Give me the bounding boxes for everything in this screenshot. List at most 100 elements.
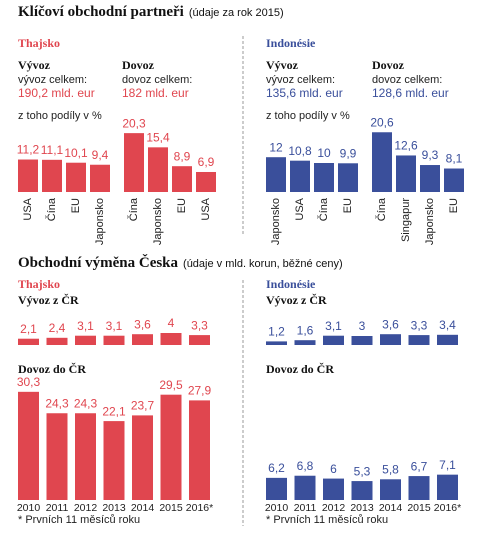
note: z toho podíly v % [18,110,102,122]
section-title: Obchodní výměna Česka [18,254,179,271]
value-label: 22,1 [102,404,126,418]
category-label: Japonsko [270,198,282,245]
bar [18,391,39,500]
value-label: 1,2 [268,325,285,339]
chart-title: Dovoz do ČR [266,362,334,376]
category-label: Čína [375,197,388,221]
category-label: 2015 [159,502,183,514]
bar [189,335,210,345]
value-label: 30,3 [17,375,41,389]
bar [172,166,192,192]
value-label: 3,4 [439,318,456,332]
total-label: vývoz celkem: [266,74,335,86]
value-label: 3,6 [134,317,151,331]
bar [380,479,401,500]
value-label: 6,7 [411,459,428,473]
bar [18,338,39,345]
section-heading: Klíčoví obchodní partneři (údaje za rok 2… [18,4,284,20]
total-label: dovoz celkem: [122,74,192,86]
bar [380,334,401,345]
total-value: 182 mld. eur [122,86,189,100]
value-label: 20,6 [370,115,394,129]
total-value: 190,2 mld. eur [18,86,95,100]
category-label: 2014 [131,502,155,514]
category-label: EU [342,198,354,213]
category-label: Čína [127,197,140,221]
value-label: 29,5 [159,378,183,392]
value-label: 7,1 [439,458,456,472]
value-label: 10,8 [288,144,312,158]
note: z toho podíly v % [266,110,350,122]
section-subtitle: (údaje v mld. korun, běžné ceny) [183,258,343,270]
bar [323,478,344,500]
value-label: 3,1 [77,319,94,333]
bar [338,163,358,192]
value-label: 6 [330,462,337,476]
value-label: 3,1 [106,319,123,333]
value-label: 3 [359,319,366,333]
value-label: 9,4 [92,148,109,162]
chart-title: Dovoz [372,58,405,72]
value-label: 12,6 [394,139,418,153]
value-label: 10 [317,146,331,160]
category-label: 2014 [379,502,403,514]
value-label: 10,1 [64,146,88,160]
value-label: 8,9 [174,149,191,163]
category-label: USA [200,197,212,220]
category-label: 2012 [322,502,346,514]
chart-title: Vývoz z ČR [18,293,79,307]
total-value: 135,6 mld. eur [266,86,343,100]
chart-title: Dovoz [122,58,155,72]
value-label: 6,2 [268,461,285,475]
total-label: dovoz celkem: [372,74,442,86]
bar [160,394,182,500]
chart-title: Dovoz do ČR [18,362,86,376]
value-label: 2,4 [49,321,66,335]
bar [103,335,125,345]
category-label: 2012 [74,502,98,514]
bar [90,164,110,192]
bar [266,477,287,500]
value-label: 2,1 [20,322,37,336]
value-label: 6,9 [198,155,215,169]
section-heading: Obchodní výměna Česka (údaje v mld. korun… [18,254,343,271]
category-label: USA [294,197,306,220]
value-label: 5,8 [382,462,399,476]
bar [372,132,392,192]
bar [351,336,373,345]
bar [196,171,216,192]
value-label: 8,1 [446,152,463,166]
country: Thajsko [18,36,60,50]
bar [46,337,68,345]
value-label: 9,3 [422,148,439,162]
country: Thajsko [18,277,60,291]
value-label: 3,3 [411,318,428,332]
category-label: Singapur [400,198,412,242]
bar [290,160,310,192]
value-label: 24,3 [74,396,98,410]
bar [408,335,430,345]
value-label: 3,6 [382,317,399,331]
value-label: 3,3 [191,318,208,332]
category-label: USA [22,197,34,220]
value-label: 1,6 [297,323,314,337]
category-label: EU [448,198,460,213]
category-label: Čína [45,197,58,221]
bar [266,157,286,192]
bar [437,334,458,345]
category-label: Čína [317,197,330,221]
bar [66,162,86,192]
bar [437,474,458,500]
bar [189,400,210,500]
chart-title: Vývoz [18,58,51,72]
chart-title: Vývoz [266,58,299,72]
bar [148,147,168,192]
bar [396,155,416,192]
bar [124,133,144,192]
category-label: 2010 [265,502,289,514]
total-label: vývoz celkem: [18,74,87,86]
bar [132,415,153,500]
bar [294,340,316,345]
bar [75,335,96,345]
